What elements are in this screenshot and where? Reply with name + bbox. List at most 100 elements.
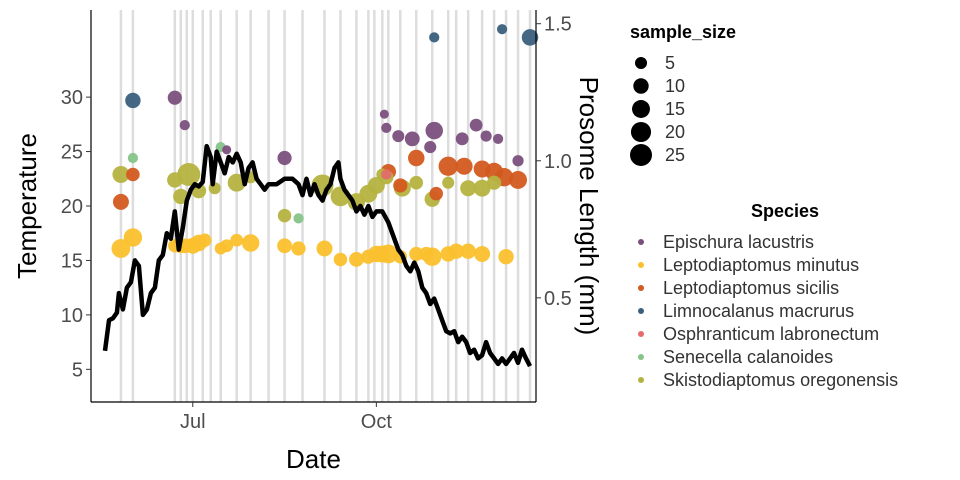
data-point bbox=[277, 150, 292, 166]
y-left-tick-label: 5 bbox=[72, 359, 83, 381]
data-point bbox=[197, 233, 212, 248]
data-point bbox=[509, 170, 528, 189]
species-legend-key bbox=[638, 285, 644, 291]
data-point bbox=[177, 162, 201, 187]
data-point bbox=[381, 169, 392, 180]
data-point bbox=[125, 92, 141, 109]
data-point bbox=[496, 24, 508, 35]
size-legend-label: 10 bbox=[665, 76, 685, 96]
species-legend-key bbox=[638, 331, 644, 337]
species-legend-label: Osphranticum labronectum bbox=[663, 324, 879, 344]
temperature-line bbox=[102, 143, 532, 368]
data-point bbox=[425, 121, 443, 140]
data-point bbox=[404, 131, 420, 147]
data-point bbox=[473, 160, 491, 178]
legend-sample-size: sample_size 5 10 15 20 25 bbox=[630, 22, 736, 166]
data-point bbox=[167, 90, 182, 105]
x-tick-label: Jul bbox=[180, 411, 206, 433]
data-point bbox=[473, 179, 491, 197]
y-right-axis-title: Prosome Length (mm) bbox=[574, 77, 604, 336]
size-legend-key bbox=[634, 56, 648, 70]
data-point bbox=[448, 243, 464, 259]
y-left-tick-label: 10 bbox=[61, 305, 83, 327]
data-point bbox=[429, 32, 440, 43]
size-legend-label: 15 bbox=[665, 99, 685, 119]
species-legend-label: Leptodiaptomus minutus bbox=[663, 255, 859, 275]
size-legend-key bbox=[630, 144, 652, 166]
data-point bbox=[419, 246, 434, 262]
data-point bbox=[460, 243, 476, 259]
x-axis-title: Date bbox=[286, 444, 341, 474]
species-legend-key bbox=[638, 262, 644, 268]
y-left-axis-title: Temperature bbox=[12, 133, 42, 279]
data-point bbox=[214, 242, 227, 255]
species-legend-label: Leptodiaptomus sicilis bbox=[663, 278, 839, 298]
legend-species-title: Species bbox=[751, 201, 819, 221]
data-point bbox=[442, 176, 455, 189]
legend-species: Species Epischura lacustris Leptodiaptomu… bbox=[638, 201, 898, 390]
data-point bbox=[167, 172, 183, 188]
y-right-tick-label: 1.0 bbox=[544, 151, 572, 173]
species-legend-key bbox=[638, 239, 644, 245]
data-point bbox=[316, 240, 333, 257]
data-point bbox=[455, 157, 473, 175]
data-point bbox=[393, 178, 408, 193]
y-left-tick-label: 25 bbox=[61, 142, 83, 164]
data-point bbox=[291, 241, 306, 256]
data-point bbox=[498, 249, 514, 265]
data-point bbox=[480, 130, 492, 142]
y-left-tick-label: 30 bbox=[61, 87, 83, 109]
data-point bbox=[521, 29, 539, 46]
data-point bbox=[126, 167, 140, 182]
temperature-series bbox=[102, 143, 532, 368]
data-point bbox=[277, 238, 292, 254]
data-point bbox=[111, 239, 131, 258]
species-points bbox=[111, 24, 539, 267]
species-legend-label: Skistodiaptomus oregonensis bbox=[663, 370, 898, 390]
data-point bbox=[230, 233, 244, 247]
species-legend-label: Epischura lacustris bbox=[663, 232, 814, 252]
data-point bbox=[460, 180, 477, 197]
data-point bbox=[408, 149, 425, 167]
species-legend-key bbox=[638, 377, 644, 383]
data-point bbox=[409, 175, 424, 190]
data-point bbox=[333, 252, 348, 267]
data-point bbox=[392, 130, 405, 143]
data-point bbox=[179, 120, 190, 131]
data-point bbox=[241, 234, 260, 252]
y-left-tick-label: 20 bbox=[61, 196, 83, 218]
data-point bbox=[469, 118, 483, 132]
data-point bbox=[112, 165, 130, 183]
data-point bbox=[487, 175, 502, 190]
data-point bbox=[512, 155, 524, 167]
data-point bbox=[349, 252, 364, 267]
y-right-tick-label: 0.5 bbox=[544, 288, 572, 310]
data-point bbox=[424, 141, 437, 154]
size-legend-key bbox=[633, 78, 649, 94]
data-point bbox=[429, 186, 443, 201]
species-legend-key bbox=[638, 354, 644, 360]
data-point bbox=[227, 173, 246, 192]
data-point bbox=[455, 132, 469, 146]
data-point bbox=[277, 208, 292, 223]
species-legend-label: Limnocalanus macrurus bbox=[663, 301, 854, 321]
data-point bbox=[127, 152, 139, 164]
size-legend-key bbox=[630, 121, 652, 143]
size-legend-key bbox=[632, 100, 650, 118]
data-point bbox=[438, 156, 458, 176]
data-point bbox=[379, 109, 389, 119]
size-legend-label: 20 bbox=[665, 122, 685, 142]
data-point bbox=[112, 193, 129, 210]
x-tick-label: Oct bbox=[361, 411, 393, 433]
species-legend-label: Senecella calanoides bbox=[663, 347, 833, 367]
size-legend-label: 25 bbox=[665, 145, 685, 165]
data-point bbox=[381, 122, 392, 133]
species-legend-key bbox=[638, 308, 644, 314]
data-point bbox=[409, 246, 424, 262]
tick-labels: 5 10 15 20 25 30 0.5 1.0 1.5 Jul Oct bbox=[61, 14, 572, 433]
data-point bbox=[123, 228, 143, 247]
data-point bbox=[293, 213, 304, 224]
data-point bbox=[222, 145, 232, 155]
size-legend-label: 5 bbox=[665, 53, 675, 73]
